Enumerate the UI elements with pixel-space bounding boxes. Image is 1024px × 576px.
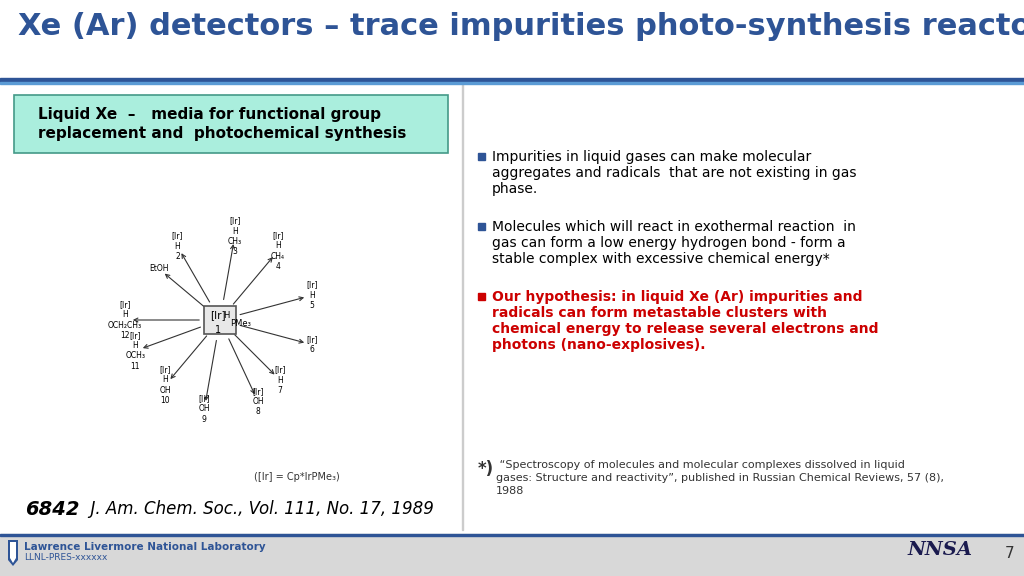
Bar — [0, 534, 1024, 536]
Text: [Ir]
H
OCH₃
11: [Ir] H OCH₃ 11 — [125, 331, 145, 371]
Text: [Ir]
H
OCH₂CH₃
12: [Ir] H OCH₂CH₃ 12 — [108, 300, 142, 340]
Bar — [0, 78, 1024, 82]
Polygon shape — [8, 540, 18, 566]
Bar — [478, 293, 485, 300]
Polygon shape — [10, 542, 16, 563]
Text: gas can form a low energy hydrogen bond - form a: gas can form a low energy hydrogen bond … — [492, 236, 846, 250]
Text: [Ir]
OH
8: [Ir] OH 8 — [252, 386, 264, 416]
Text: stable complex with excessive chemical energy*: stable complex with excessive chemical e… — [492, 252, 829, 266]
Bar — [478, 223, 485, 230]
Text: photons (nano-explosives).: photons (nano-explosives). — [492, 338, 706, 352]
Text: Xe (Ar) detectors – trace impurities photo-synthesis reactors: Xe (Ar) detectors – trace impurities pho… — [18, 12, 1024, 41]
Text: NNSA: NNSA — [907, 541, 973, 559]
Text: [Ir]
H
OH
10: [Ir] H OH 10 — [160, 365, 171, 405]
Text: Impurities in liquid gases can make molecular: Impurities in liquid gases can make mole… — [492, 150, 811, 164]
Text: 1988: 1988 — [496, 486, 524, 496]
Text: chemical energy to release several electrons and: chemical energy to release several elect… — [492, 322, 879, 336]
Text: Our hypothesis: in liquid Xe (Ar) impurities and: Our hypothesis: in liquid Xe (Ar) impuri… — [492, 290, 862, 304]
Text: Molecules which will react in exothermal reaction  in: Molecules which will react in exothermal… — [492, 220, 856, 234]
Text: [Ir]
H
2: [Ir] H 2 — [172, 232, 183, 262]
Text: ([Ir] = Cp*IrPMe₃): ([Ir] = Cp*IrPMe₃) — [254, 472, 340, 482]
Text: LLNL-PRES-xxxxxx: LLNL-PRES-xxxxxx — [24, 553, 108, 562]
FancyBboxPatch shape — [14, 95, 449, 153]
Text: [Ir]
OH
9: [Ir] OH 9 — [199, 394, 210, 423]
Text: 7: 7 — [1006, 547, 1015, 562]
Text: “Spectroscopy of molecules and molecular complexes dissolved in liquid: “Spectroscopy of molecules and molecular… — [496, 460, 905, 470]
Bar — [0, 534, 1024, 576]
Text: PMe₃: PMe₃ — [230, 320, 251, 328]
Text: Liquid Xe  –   media for functional group
replacement and  photochemical synthes: Liquid Xe – media for functional group r… — [38, 107, 407, 141]
Text: H: H — [223, 312, 229, 320]
Text: [Ir]
H
7: [Ir] H 7 — [274, 365, 286, 395]
Text: aggregates and radicals  that are not existing in gas: aggregates and radicals that are not exi… — [492, 166, 856, 180]
Bar — [204, 306, 236, 334]
Text: radicals can form metastable clusters with: radicals can form metastable clusters wi… — [492, 306, 827, 320]
Text: [Ir]
H
5: [Ir] H 5 — [306, 281, 317, 310]
Text: EtOH: EtOH — [148, 264, 169, 273]
Text: [Ir]
6: [Ir] 6 — [306, 335, 317, 354]
Text: 6842: 6842 — [25, 500, 80, 519]
Text: J. Am. Chem. Soc., Vol. 111, No. 17, 1989: J. Am. Chem. Soc., Vol. 111, No. 17, 198… — [80, 500, 434, 518]
Text: gases: Structure and reactivity”, published in Russian Chemical Reviews, 57 (8),: gases: Structure and reactivity”, publis… — [496, 473, 944, 483]
Text: Lawrence Livermore National Laboratory: Lawrence Livermore National Laboratory — [24, 542, 265, 552]
Text: 1: 1 — [215, 325, 221, 335]
Text: [Ir]
H
CH₄
4: [Ir] H CH₄ 4 — [271, 231, 285, 271]
Text: [Ir]: [Ir] — [210, 310, 226, 320]
Text: *): *) — [478, 460, 495, 478]
Text: [Ir]
H
CH₃
3: [Ir] H CH₃ 3 — [227, 216, 242, 256]
Bar — [478, 153, 485, 160]
Text: phase.: phase. — [492, 182, 539, 196]
Bar — [0, 82, 1024, 84]
